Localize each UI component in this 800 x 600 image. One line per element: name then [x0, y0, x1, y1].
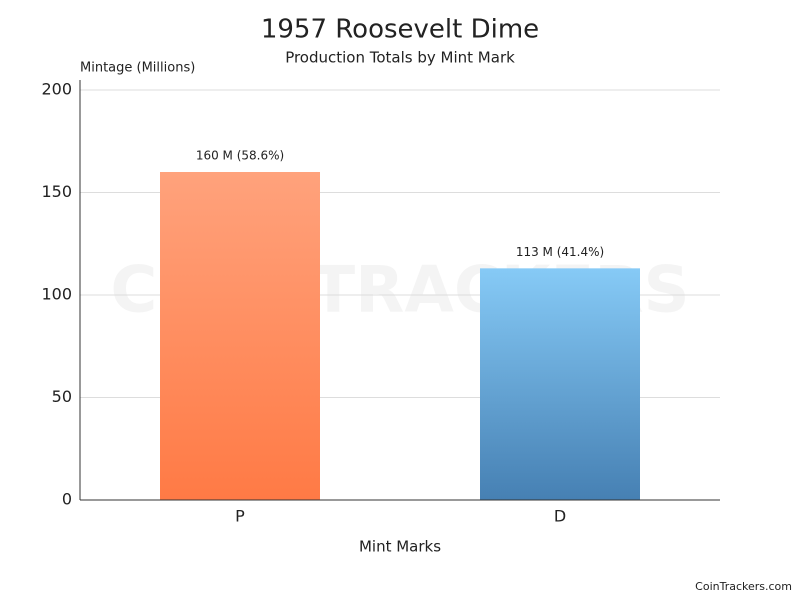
x-tick-label: P: [235, 507, 245, 526]
y-axis-title: Mintage (Millions): [80, 61, 195, 76]
bar: [480, 268, 640, 500]
bar: [160, 172, 320, 500]
data-label: 113 M (41.4%): [516, 245, 604, 259]
footer: CoinTrackers.com: [695, 580, 792, 593]
data-label: 160 M (58.6%): [196, 149, 284, 163]
chart-title: 1957 Roosevelt Dime: [261, 15, 539, 45]
chart-subtitle: Production Totals by Mint Mark: [285, 49, 515, 67]
x-tick-label: D: [554, 507, 566, 526]
y-tick-label: 100: [41, 285, 72, 304]
y-tick-label: 50: [52, 387, 72, 406]
y-tick-label: 0: [62, 490, 72, 509]
y-tick-label: 200: [41, 80, 72, 99]
x-axis-title: Mint Marks: [359, 538, 441, 556]
y-tick-label: 150: [41, 182, 72, 201]
